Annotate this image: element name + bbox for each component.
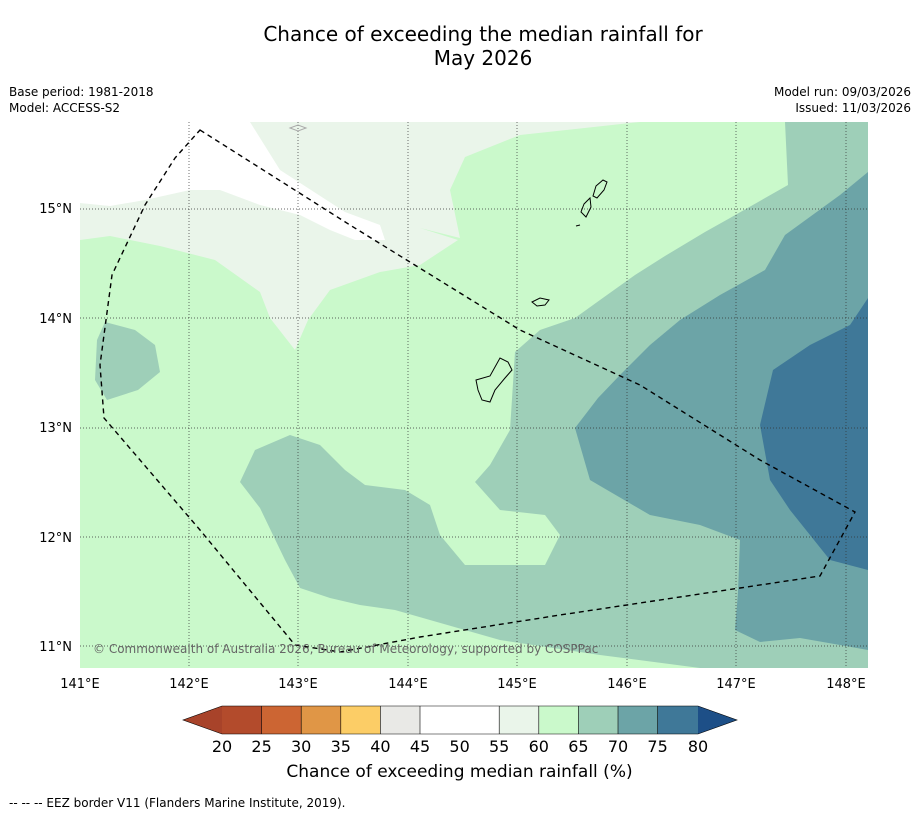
tinian-island bbox=[580, 196, 592, 218]
metadata-left: Base period: 1981-2018 Model: ACCESS-S2 bbox=[9, 84, 154, 116]
class-70-75 bbox=[575, 172, 868, 650]
lon-tick-label: 145°E bbox=[497, 677, 537, 692]
rota-island bbox=[531, 297, 550, 307]
colorbar-label: 50 bbox=[449, 737, 470, 756]
colorbar-swatch-75-80 bbox=[657, 706, 698, 734]
map-title-line2: May 2026 bbox=[433, 46, 533, 70]
model-run: Model run: 09/03/2026 bbox=[773, 85, 911, 99]
lat-tick-label: 14°N bbox=[39, 312, 72, 327]
colorbar-label: 20 bbox=[211, 737, 233, 756]
model-name: Model: ACCESS-S2 bbox=[9, 101, 121, 115]
colorbar-high-extension bbox=[698, 706, 737, 734]
colorbar-swatch-55-60 bbox=[499, 706, 539, 734]
lon-tick-label: 147°E bbox=[716, 677, 756, 692]
colorbar-label: 25 bbox=[251, 737, 272, 756]
lat-tick-label: 11°N bbox=[39, 640, 72, 655]
colorbar-swatch-70-75 bbox=[618, 706, 658, 734]
base-period: Base period: 1981-2018 bbox=[9, 85, 154, 99]
colorbar-label: 80 bbox=[687, 737, 709, 756]
colorbar-label: 75 bbox=[647, 737, 668, 756]
lon-tick-label: 148°E bbox=[826, 677, 866, 692]
colorbar-title: Chance of exceeding median rainfall (%) bbox=[286, 762, 633, 782]
colorbar bbox=[182, 705, 738, 735]
colorbar-swatch-50-55 bbox=[459, 706, 500, 734]
eez-legend-footnote: -- -- -- EEZ border V11 (Flanders Marine… bbox=[9, 796, 346, 810]
colorbar-swatch-60-65 bbox=[538, 706, 579, 734]
colorbar-label: 60 bbox=[528, 737, 549, 756]
lon-tick-label: 144°E bbox=[388, 677, 428, 692]
colorbar-low-extension bbox=[183, 706, 222, 734]
class-65-70-northeast bbox=[240, 122, 868, 668]
saipan-island bbox=[592, 179, 608, 199]
colorbar-label: 70 bbox=[607, 737, 629, 756]
aguijan-island bbox=[575, 224, 581, 227]
class-50-55-white bbox=[80, 122, 385, 240]
colorbar-label: 35 bbox=[330, 737, 351, 756]
islands bbox=[288, 124, 608, 403]
copyright-notice: © Commonwealth of Australia 2026, Bureau… bbox=[93, 642, 598, 656]
lon-tick-label: 141°E bbox=[60, 677, 100, 692]
colorbar-swatch-45-50 bbox=[420, 706, 460, 734]
colorbar-label: 30 bbox=[291, 737, 312, 756]
lon-tick-label: 142°E bbox=[169, 677, 209, 692]
colorbar-swatch-35-40 bbox=[340, 706, 381, 734]
colorbar-label: 65 bbox=[568, 737, 589, 756]
lat-tick-label: 13°N bbox=[39, 421, 72, 436]
map-title-line1: Chance of exceeding the median rainfall … bbox=[263, 22, 703, 46]
lat-tick-label: 12°N bbox=[39, 531, 72, 546]
colorbar-swatch-25-30 bbox=[261, 706, 302, 734]
metadata-right: Model run: 09/03/2026 Issued: 11/03/2026 bbox=[774, 84, 911, 116]
guam-island bbox=[475, 357, 513, 403]
colorbar-label: 45 bbox=[409, 737, 431, 756]
lat-tick-labels: 15°N 14°N 13°N 12°N 11°N bbox=[39, 202, 72, 655]
class-65-70-west-blob bbox=[95, 322, 160, 400]
colorbar-swatch-20-25 bbox=[222, 706, 262, 734]
reef-marker bbox=[288, 124, 308, 132]
issued-date: Issued: 11/03/2026 bbox=[795, 101, 911, 115]
lon-tick-label: 143°E bbox=[278, 677, 318, 692]
forecast-contours bbox=[80, 122, 868, 668]
colorbar-swatch-40-45 bbox=[380, 706, 420, 734]
eez-border bbox=[99, 129, 856, 653]
colorbar-label: 40 bbox=[370, 737, 391, 756]
colorbar-swatch-65-70 bbox=[578, 706, 618, 734]
graticule bbox=[80, 122, 868, 668]
lat-tick-label: 15°N bbox=[39, 202, 72, 217]
colorbar-swatch-30-35 bbox=[301, 706, 341, 734]
colorbar-label: 55 bbox=[489, 737, 510, 756]
lon-tick-labels: 141°E 142°E 143°E 144°E 145°E 146°E 147°… bbox=[60, 677, 866, 692]
lon-tick-label: 146°E bbox=[607, 677, 647, 692]
class-75-80 bbox=[760, 298, 868, 570]
